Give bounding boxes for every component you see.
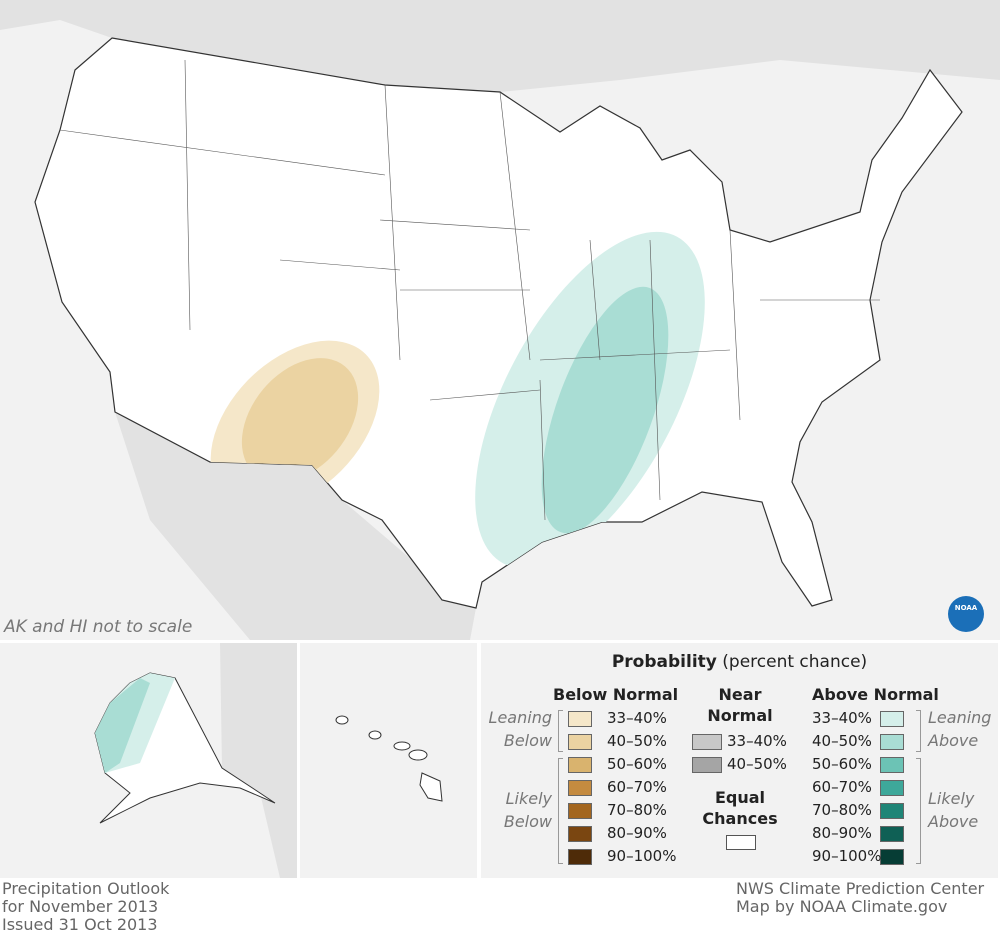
equal-heading: Equal Chances bbox=[702, 788, 778, 828]
likely-above-zone bbox=[95, 678, 150, 773]
legend-swatch bbox=[880, 757, 904, 773]
hawaii-panel bbox=[300, 643, 477, 878]
legend-subtitle: (percent chance) bbox=[722, 652, 868, 672]
below-heading: Below Normal bbox=[553, 685, 679, 704]
likely-above-label: Likely Above bbox=[928, 789, 979, 831]
above-heading: Above Normal bbox=[812, 685, 939, 704]
legend-label: 80–90% bbox=[607, 824, 667, 842]
bracket bbox=[558, 758, 563, 864]
likely-below-zone bbox=[241, 358, 359, 482]
bracket bbox=[916, 758, 921, 864]
footer-line: NWS Climate Prediction Center bbox=[736, 879, 985, 898]
state-lines bbox=[59, 59, 880, 521]
legend-label: 33–40% bbox=[727, 732, 787, 750]
outlook-zones bbox=[210, 231, 705, 569]
legend-label: 50–60% bbox=[812, 755, 872, 773]
legend-swatch bbox=[692, 757, 722, 773]
legend-label: 40–50% bbox=[727, 755, 787, 773]
leaning-above-label: Leaning Above bbox=[928, 708, 992, 750]
logo-text: NOAA bbox=[955, 604, 978, 612]
legend-label: 90–100% bbox=[812, 847, 882, 865]
legend-label: 80–90% bbox=[812, 824, 872, 842]
logo bbox=[948, 596, 984, 632]
equal-swatch bbox=[726, 835, 756, 850]
legend-swatch bbox=[880, 734, 904, 750]
legend-swatch bbox=[568, 734, 592, 750]
legend-swatch bbox=[880, 711, 904, 727]
legend-swatch bbox=[880, 803, 904, 819]
legend-swatch bbox=[568, 780, 592, 796]
legend-swatch bbox=[568, 826, 592, 842]
legend-label: 90–100% bbox=[607, 847, 677, 865]
legend-label: 70–80% bbox=[607, 801, 667, 819]
legend-swatch bbox=[880, 849, 904, 865]
legend-label: 33–40% bbox=[607, 709, 667, 727]
legend-swatch bbox=[568, 803, 592, 819]
canada bbox=[0, 0, 1000, 92]
footer-line: Precipitation Outlook bbox=[2, 879, 170, 898]
footer-right: NWS Climate Prediction Center Map by NOAA… bbox=[736, 880, 984, 916]
mexico bbox=[115, 412, 476, 640]
near-heading: Near Normal bbox=[707, 685, 773, 725]
legend-title: Probability (percent chance) bbox=[481, 652, 998, 672]
bracket bbox=[558, 710, 563, 752]
us-map: AK and HI not to scale NOAA bbox=[0, 0, 1000, 640]
hawaii-islands bbox=[335, 715, 443, 802]
likely-above-zone bbox=[541, 286, 669, 534]
legend-label: 60–70% bbox=[607, 778, 667, 796]
footer-line: Issued 31 Oct 2013 bbox=[2, 915, 158, 934]
map-note: AK and HI not to scale bbox=[3, 617, 192, 637]
legend-label: 33–40% bbox=[812, 709, 872, 727]
legend-label: 50–60% bbox=[607, 755, 667, 773]
canada bbox=[220, 643, 297, 878]
alaska-map bbox=[94, 643, 297, 878]
legend-label: 40–50% bbox=[607, 732, 667, 750]
alaska-panel bbox=[0, 643, 297, 878]
footer-line: for November 2013 bbox=[2, 897, 159, 916]
legend-swatch bbox=[880, 826, 904, 842]
likely-below-label: Likely Below bbox=[503, 789, 552, 831]
footer-line: Map by NOAA Climate.gov bbox=[736, 897, 948, 916]
footer-left: Precipitation Outlook for November 2013 Is… bbox=[2, 880, 169, 934]
legend-title-main: Probability bbox=[611, 652, 717, 672]
legend-label: 40–50% bbox=[812, 732, 872, 750]
bracket bbox=[916, 710, 921, 752]
legend-swatch bbox=[692, 734, 722, 750]
hawaii-map bbox=[335, 715, 443, 802]
legend-label: 70–80% bbox=[812, 801, 872, 819]
legend-swatch bbox=[568, 757, 592, 773]
legend-swatch bbox=[880, 780, 904, 796]
main-map-panel: AK and HI not to scale NOAA bbox=[0, 0, 1000, 640]
legend-label: 60–70% bbox=[812, 778, 872, 796]
legend-swatch bbox=[568, 711, 592, 727]
leaning-below-label: Leaning Below bbox=[488, 708, 552, 750]
legend-swatch bbox=[568, 849, 592, 865]
